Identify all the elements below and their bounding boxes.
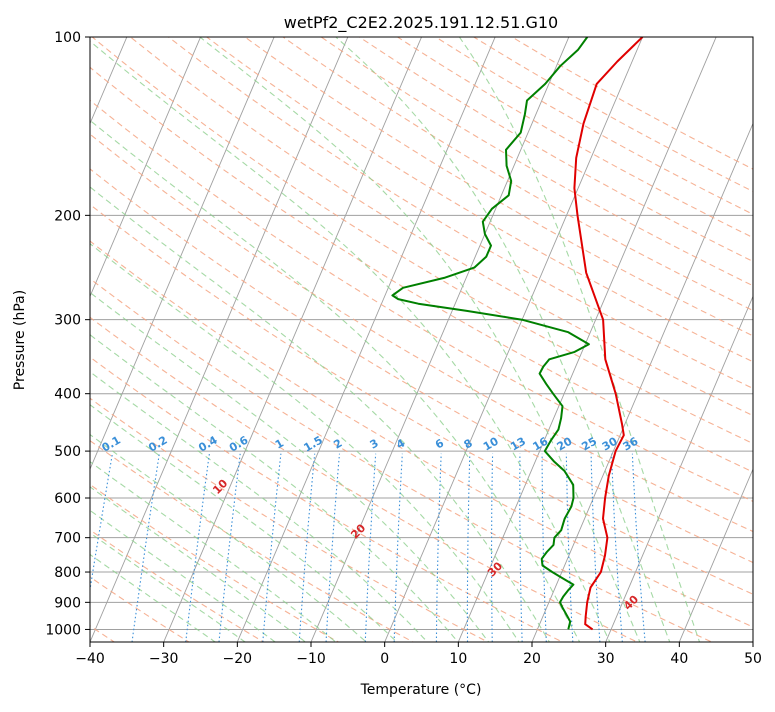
y-tick-label: 100 (54, 30, 81, 46)
x-tick-label: 30 (597, 651, 615, 667)
y-tick-label: 400 (54, 387, 81, 403)
y-tick-label: 1000 (45, 622, 81, 638)
y-tick-label: 600 (54, 491, 81, 507)
x-tick-label: 20 (523, 651, 541, 667)
y-tick-label: 700 (54, 531, 81, 547)
y-tick-label: 200 (54, 208, 81, 224)
y-tick-label: 800 (54, 565, 81, 581)
y-tick-label: 900 (54, 595, 81, 611)
x-tick-label: −30 (149, 651, 179, 667)
chart-title: wetPf2_C2E2.2025.191.12.51.G10 (284, 13, 558, 33)
x-tick-label: −20 (223, 651, 253, 667)
y-axis-title: Pressure (hPa) (12, 290, 28, 390)
x-tick-label: 10 (449, 651, 467, 667)
x-tick-label: −40 (75, 651, 105, 667)
x-tick-label: −10 (296, 651, 326, 667)
x-tick-label: 0 (380, 651, 389, 667)
y-tick-label: 500 (54, 444, 81, 460)
x-axis-title: Temperature (°C) (360, 682, 482, 698)
x-tick-label: 50 (744, 651, 762, 667)
x-tick-label: 40 (670, 651, 688, 667)
y-tick-label: 300 (54, 313, 81, 329)
